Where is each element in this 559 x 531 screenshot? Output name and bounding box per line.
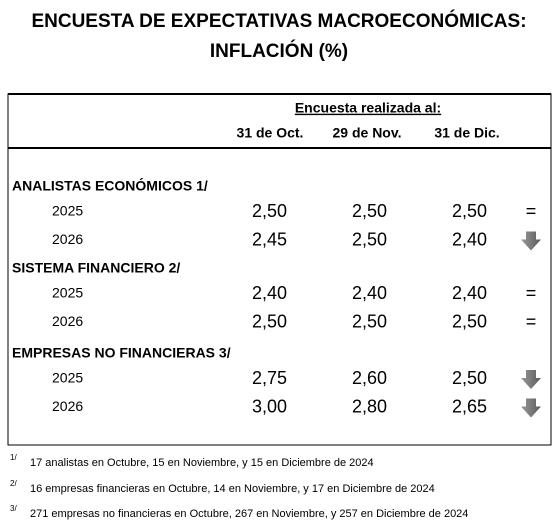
value: 2,80 — [352, 396, 387, 416]
column-header: 31 de Dic. — [434, 125, 499, 141]
value: 2,45 — [252, 229, 287, 249]
footnote-mark: 3/ — [10, 504, 17, 513]
group-label: SISTEMA FINANCIERO 2/ — [12, 260, 180, 276]
trend: = — [526, 201, 537, 221]
column-header: 29 de Nov. — [333, 125, 402, 141]
value: 2,65 — [452, 396, 487, 416]
value: 2,50 — [452, 311, 487, 331]
footnote-text: 17 analistas en Octubre, 15 en Noviembre… — [30, 457, 374, 469]
group-label: EMPRESAS NO FINANCIERAS 3/ — [12, 345, 231, 361]
footnote-text: 16 empresas financieras en Octubre, 14 e… — [30, 483, 435, 495]
year: 2025 — [52, 370, 83, 386]
footnote-mark: 1/ — [10, 453, 17, 462]
value: 2,75 — [252, 368, 287, 388]
column-header: 31 de Oct. — [237, 125, 304, 141]
value: 2,50 — [452, 368, 487, 388]
group-label: ANALISTAS ECONÓMICOS 1/ — [12, 177, 208, 194]
title-line: ENCUESTA DE EXPECTATIVAS MACROECONÓMICAS… — [31, 10, 526, 32]
value: 2,40 — [452, 229, 487, 249]
value: 3,00 — [252, 396, 287, 416]
title-line: INFLACIÓN (%) — [210, 40, 348, 62]
year: 2026 — [52, 398, 83, 414]
year: 2025 — [52, 203, 83, 219]
value: 2,50 — [252, 311, 287, 331]
down-arrow — [521, 398, 541, 418]
down-arrow — [521, 370, 541, 389]
year: 2026 — [52, 313, 83, 329]
year: 2025 — [52, 285, 83, 301]
value: 2,40 — [252, 283, 287, 303]
value: 2,40 — [452, 283, 487, 303]
value: 2,50 — [352, 229, 387, 249]
value: 2,40 — [352, 283, 387, 303]
value: 2,60 — [352, 368, 387, 388]
value: 2,50 — [452, 201, 487, 221]
footnote-text: 271 empresas no financieras en Octubre, … — [30, 508, 468, 520]
footnote-mark: 2/ — [10, 479, 17, 488]
value: 2,50 — [252, 201, 287, 221]
year: 2026 — [52, 231, 83, 247]
trend: = — [526, 311, 537, 331]
value: 2,50 — [352, 201, 387, 221]
caption: Encuesta realizada al: — [295, 100, 441, 116]
down-arrow — [521, 231, 541, 251]
trend: = — [526, 283, 537, 303]
value: 2,50 — [352, 311, 387, 331]
